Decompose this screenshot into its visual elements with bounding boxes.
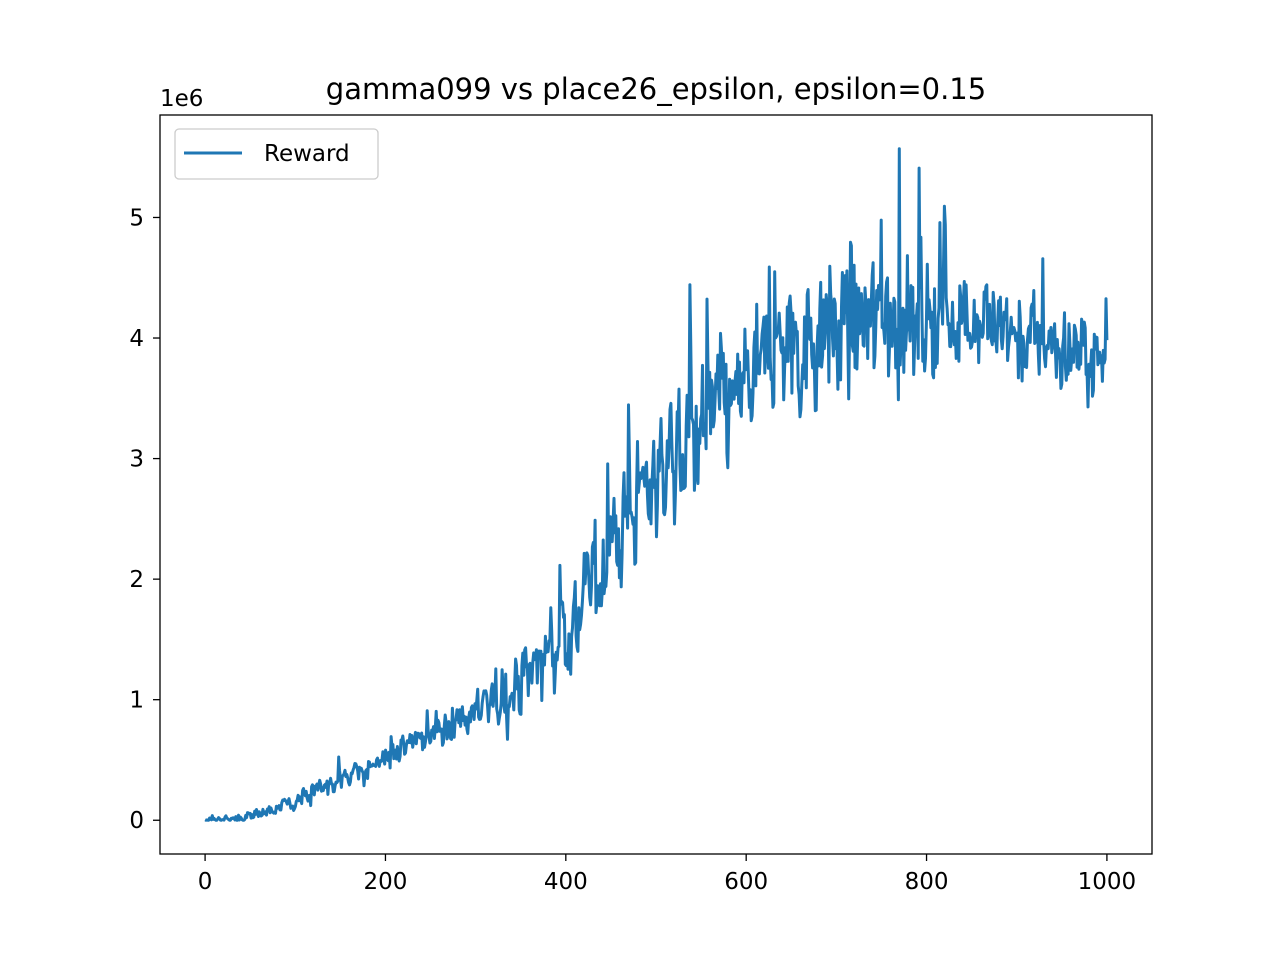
x-tick-label: 1000 (1078, 869, 1137, 895)
axes-frame (159, 114, 1153, 855)
y-tick-label: 4 (129, 326, 144, 352)
y-tick-label: 5 (129, 205, 144, 231)
y-tick-label: 1 (129, 688, 144, 714)
chart-title: gamma099 vs place26_epsilon, epsilon=0.1… (326, 72, 986, 106)
legend-box (174, 128, 379, 180)
x-tick-label: 200 (364, 869, 408, 895)
y-scale-label: 1e6 (160, 86, 203, 112)
x-tick-label: 600 (724, 869, 768, 895)
y-tick-label: 2 (129, 567, 144, 593)
series-layer (204, 147, 1109, 822)
y-tick-label: 3 (129, 447, 144, 473)
legend: Reward (174, 128, 379, 180)
ticks-layer: 0 200 400 600 800 1000 0 1 2 3 4 5 (129, 205, 1136, 895)
legend-label-reward: Reward (264, 141, 350, 167)
x-tick-label: 400 (544, 869, 588, 895)
x-tick-label: 800 (905, 869, 949, 895)
y-tick-label: 0 (129, 808, 144, 834)
series-line-reward (204, 147, 1109, 822)
x-tick-label: 0 (198, 869, 213, 895)
